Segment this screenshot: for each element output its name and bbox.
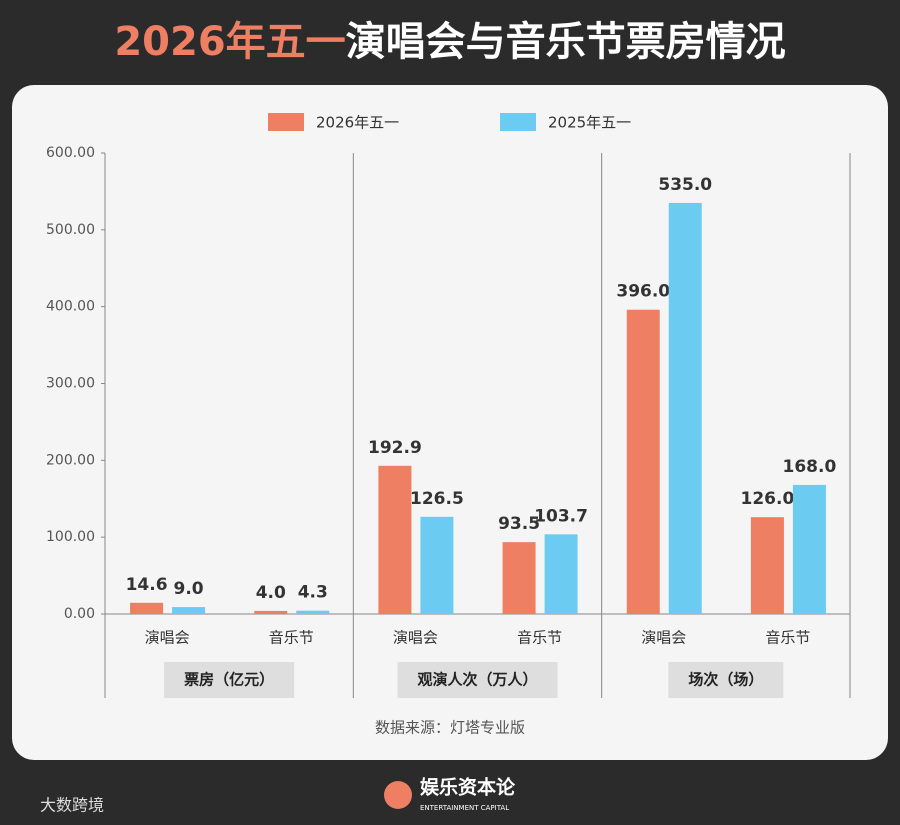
x-tick-label: 音乐节 [765, 629, 810, 647]
y-tick-label: 500.00 [46, 222, 95, 238]
source: 数据来源：灯塔专业版 [375, 719, 525, 737]
x-tick-label: 演唱会 [145, 629, 190, 647]
bar [130, 602, 164, 614]
chart: 2026年五一 2025年五一 0.00 100.00 200.00 300.00 400.… [46, 113, 851, 698]
group-label: 场次（场） [688, 671, 763, 689]
y-tick-label: 400.00 [46, 299, 95, 315]
bar [378, 465, 412, 614]
bar [296, 610, 330, 614]
legend-swatch [268, 113, 304, 131]
y-tick-label: 600.00 [46, 145, 95, 161]
value-label: 192.9 [368, 438, 422, 458]
y-tick-label: 0.00 [64, 606, 95, 622]
bar [172, 607, 206, 614]
legend-label: 2025年五一 [548, 114, 631, 132]
title-rest: 演唱会与音乐节票房情况 [346, 19, 786, 65]
y-tick-label: 100.00 [46, 529, 95, 545]
value-label: 396.0 [616, 282, 670, 302]
value-label: 9.0 [174, 579, 204, 599]
bar [502, 542, 536, 614]
bar [792, 484, 826, 614]
group-label: 观演人次（万人） [417, 671, 537, 689]
y-tick-label: 300.00 [46, 376, 95, 392]
group-label-box [164, 662, 295, 698]
value-label: 126.0 [741, 489, 795, 509]
title: 2026年五一演唱会与音乐节票房情况 [114, 19, 785, 65]
panel [12, 85, 888, 760]
bar [668, 202, 702, 615]
group-label-box [397, 662, 558, 698]
group-label-box [668, 662, 784, 698]
brand: 娱乐资本论 [420, 776, 516, 799]
value-label: 4.0 [256, 583, 286, 603]
x-tick-label: 音乐节 [517, 629, 562, 647]
x-tick-label: 音乐节 [269, 629, 314, 647]
value-label: 168.0 [783, 457, 837, 477]
value-label: 14.6 [126, 575, 168, 595]
value-label: 126.5 [410, 489, 464, 509]
logo-icon [384, 781, 412, 809]
value-label: 93.5 [498, 514, 540, 534]
bar [420, 516, 454, 614]
value-label: 535.0 [658, 175, 712, 195]
bar [254, 610, 288, 614]
value-label: 4.3 [298, 583, 328, 603]
bar [626, 309, 660, 614]
group-label: 票房（亿元） [184, 671, 274, 689]
brand-en: ENTERTAINMENT CAPITAL [420, 804, 509, 812]
bar [544, 534, 578, 614]
watermark: 大数跨境 [40, 796, 104, 815]
title-highlight: 2026年五一 [114, 19, 345, 65]
bar [750, 517, 784, 614]
legend-swatch [500, 113, 536, 131]
value-label: 103.7 [534, 506, 588, 526]
x-tick-label: 演唱会 [641, 629, 686, 647]
legend-label: 2026年五一 [316, 114, 399, 132]
y-tick-label: 200.00 [46, 452, 95, 468]
x-tick-label: 演唱会 [393, 629, 438, 647]
